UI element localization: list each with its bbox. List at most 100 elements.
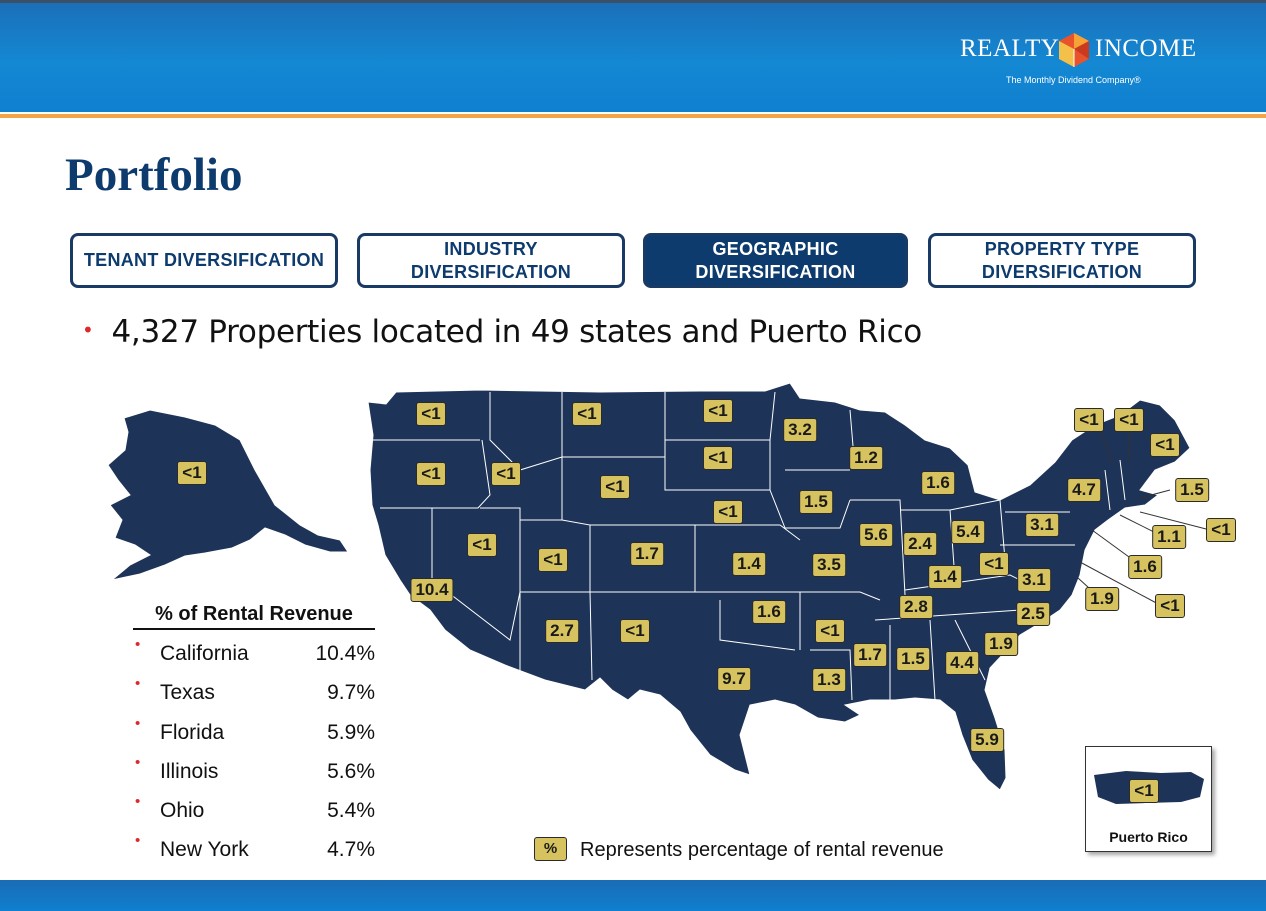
map-label-michigan: 1.6 bbox=[921, 471, 955, 495]
map-label-oregon: <1 bbox=[416, 462, 446, 486]
map-label-north-dakota: <1 bbox=[703, 399, 733, 423]
alaska-shape bbox=[107, 409, 349, 581]
state-name: Illinois bbox=[160, 759, 219, 783]
map-label-arizona: 2.7 bbox=[545, 619, 579, 643]
logo-tagline: The Monthly Dividend Company® bbox=[1006, 75, 1141, 85]
map-label-louisiana: 1.3 bbox=[812, 668, 846, 692]
bullet-icon: • bbox=[135, 675, 141, 693]
list-item: • California 10.4% bbox=[133, 630, 375, 669]
state-name: California bbox=[160, 642, 249, 665]
conus-shape bbox=[367, 382, 1191, 791]
state-percent: 5.9% bbox=[327, 720, 375, 744]
bullet-icon: • bbox=[135, 714, 141, 732]
properties-summary-text: 4,327 Properties located in 49 states an… bbox=[111, 314, 923, 350]
rental-revenue-table: % of Rental Revenue • California 10.4% • Te… bbox=[133, 603, 375, 866]
map-label-pennsylvania: 3.1 bbox=[1025, 513, 1059, 537]
tab-label: INDUSTRY DIVERSIFICATION bbox=[410, 238, 572, 282]
page-title: Portfolio bbox=[65, 149, 243, 201]
map-label-west-virginia: <1 bbox=[979, 552, 1009, 576]
list-item: • Texas 9.7% bbox=[133, 669, 375, 708]
state-percent: 4.7% bbox=[327, 838, 375, 862]
tab-geographic-diversification[interactable]: GEOGRAPHIC DIVERSIFICATION bbox=[643, 233, 908, 288]
properties-summary: • 4,327 Properties located in 49 states a… bbox=[82, 314, 922, 350]
realty-income-logo: REALTY INCOME The Monthly Dividend Compa… bbox=[960, 33, 1200, 91]
state-percent: 5.4% bbox=[327, 799, 375, 823]
map-label-idaho: <1 bbox=[491, 462, 521, 486]
map-label-new-york: 4.7 bbox=[1067, 478, 1101, 502]
tab-label: TENANT DIVERSIFICATION bbox=[83, 250, 325, 270]
list-item: • Illinois 5.6% bbox=[133, 748, 375, 787]
tab-industry-diversification[interactable]: INDUSTRY DIVERSIFICATION bbox=[357, 233, 625, 288]
header-banner: REALTY INCOME The Monthly Dividend Compa… bbox=[0, 0, 1266, 112]
map-label-florida: 5.9 bbox=[970, 728, 1004, 752]
map-label-missouri: 3.5 bbox=[812, 553, 846, 577]
state-name: New York bbox=[160, 838, 249, 862]
map-label-mississippi: 1.7 bbox=[853, 643, 887, 667]
map-label-texas: 9.7 bbox=[717, 667, 751, 691]
map-label-wisconsin: 1.2 bbox=[849, 446, 883, 470]
map-label-new-hampshire: <1 bbox=[1114, 408, 1144, 432]
legend-symbol: % bbox=[534, 837, 567, 861]
legend-text: Represents percentage of rental revenue bbox=[580, 839, 944, 861]
map-label-vermont: <1 bbox=[1074, 408, 1104, 432]
footer-bar bbox=[0, 880, 1266, 911]
map-label-georgia: 4.4 bbox=[945, 651, 979, 675]
list-item: • Ohio 5.4% bbox=[133, 787, 375, 826]
map-label-alabama: 1.5 bbox=[896, 647, 930, 671]
map-label-virginia: 3.1 bbox=[1017, 568, 1051, 592]
map-label-minnesota: 3.2 bbox=[783, 418, 817, 442]
rental-revenue-title: % of Rental Revenue bbox=[133, 603, 375, 630]
map-label-indiana: 2.4 bbox=[903, 532, 937, 556]
map-label-puerto-rico: <1 bbox=[1129, 779, 1159, 803]
tab-label: GEOGRAPHIC DIVERSIFICATION bbox=[695, 238, 856, 282]
bullet-icon: • bbox=[82, 318, 94, 342]
state-percent: 5.6% bbox=[327, 759, 375, 783]
puerto-rico-inset: <1 Puerto Rico bbox=[1085, 746, 1212, 852]
bullet-icon: • bbox=[135, 793, 141, 811]
state-name: Florida bbox=[160, 720, 225, 744]
map-label-alaska: <1 bbox=[177, 461, 207, 485]
state-name: Ohio bbox=[160, 799, 205, 823]
logo-mark-icon bbox=[1059, 33, 1089, 67]
map-label-maine: <1 bbox=[1150, 433, 1180, 457]
map-label-iowa: 1.5 bbox=[799, 490, 833, 514]
map-label-california: 10.4 bbox=[410, 578, 454, 602]
list-item: • New York 4.7% bbox=[133, 826, 375, 865]
map-label-ohio: 5.4 bbox=[951, 520, 985, 544]
map-label-new-jersey: 1.6 bbox=[1128, 555, 1162, 579]
map-label-south-carolina: 1.9 bbox=[984, 632, 1018, 656]
state-percent: 9.7% bbox=[327, 681, 375, 705]
logo-word-right: INCOME bbox=[1095, 35, 1197, 62]
bullet-icon: • bbox=[135, 753, 141, 771]
map-label-colorado: 1.7 bbox=[630, 542, 664, 566]
map-label-new-mexico: <1 bbox=[620, 619, 650, 643]
rental-revenue-list: • California 10.4% • Texas 9.7% • Florida 5.9%… bbox=[133, 630, 375, 866]
map-label-delaware: <1 bbox=[1155, 594, 1185, 618]
map-label-nebraska: <1 bbox=[713, 500, 743, 524]
header-divider bbox=[0, 112, 1266, 120]
map-label-kansas: 1.4 bbox=[732, 552, 766, 576]
map-label-kentucky: 1.4 bbox=[928, 565, 962, 589]
tab-label: PROPERTY TYPE DIVERSIFICATION bbox=[981, 238, 1143, 282]
tab-tenant-diversification[interactable]: TENANT DIVERSIFICATION bbox=[70, 233, 338, 288]
map-label-washington: <1 bbox=[416, 402, 446, 426]
map-label-utah: <1 bbox=[538, 548, 568, 572]
bullet-icon: • bbox=[135, 636, 141, 653]
map-label-massachusetts: 1.5 bbox=[1175, 478, 1209, 502]
map-label-rhode-island: <1 bbox=[1206, 518, 1236, 542]
puerto-rico-label: Puerto Rico bbox=[1109, 829, 1188, 845]
map-label-tennessee: 2.8 bbox=[899, 595, 933, 619]
map-label-maryland: 1.9 bbox=[1085, 587, 1119, 611]
list-item: • Florida 5.9% bbox=[133, 709, 375, 748]
map-label-south-dakota: <1 bbox=[703, 446, 733, 470]
map-label-connecticut: 1.1 bbox=[1152, 525, 1186, 549]
logo-word-left: REALTY bbox=[960, 35, 1060, 62]
state-percent: 10.4% bbox=[315, 642, 375, 665]
map-label-illinois: 5.6 bbox=[859, 523, 893, 547]
map-label-arkansas: <1 bbox=[815, 619, 845, 643]
map-label-montana: <1 bbox=[572, 402, 602, 426]
tab-property-type-diversification[interactable]: PROPERTY TYPE DIVERSIFICATION bbox=[928, 233, 1196, 288]
map-label-nevada: <1 bbox=[467, 533, 497, 557]
bullet-icon: • bbox=[135, 832, 141, 850]
